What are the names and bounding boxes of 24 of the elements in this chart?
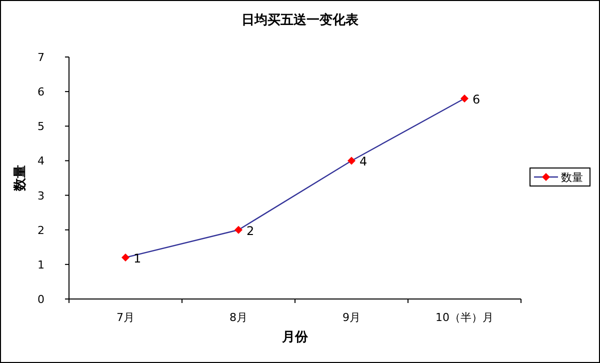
data-label: 4 — [360, 154, 368, 169]
point — [122, 254, 130, 262]
point — [460, 94, 468, 102]
data-label: 1 — [134, 252, 142, 266]
x-tick-label: 9月 — [342, 311, 360, 324]
y-axis-title: 数量 — [13, 165, 28, 192]
chart-title: 日均买五送一变化表 — [242, 12, 360, 28]
legend-label: 数量 — [561, 171, 583, 184]
data-label: 2 — [246, 224, 254, 238]
x-tick-label: 10（半）月 — [436, 311, 494, 324]
y-tick-label: 1 — [38, 258, 44, 272]
point — [234, 226, 242, 234]
y-tick-label: 4 — [38, 154, 44, 168]
x-axis-title: 月份 — [281, 330, 309, 345]
x-tick-label: 7月 — [116, 311, 134, 324]
y-tick-label: 0 — [38, 293, 44, 306]
point — [348, 156, 356, 165]
y-tick-label: 5 — [38, 120, 44, 134]
data-label: 6 — [472, 92, 480, 106]
x-tick-label: 8月 — [230, 311, 248, 324]
y-tick-label: 3 — [38, 189, 44, 202]
y-tick-label: 2 — [38, 224, 44, 237]
y-tick-label: 6 — [38, 86, 44, 99]
y-tick-label: 7 — [38, 51, 44, 64]
